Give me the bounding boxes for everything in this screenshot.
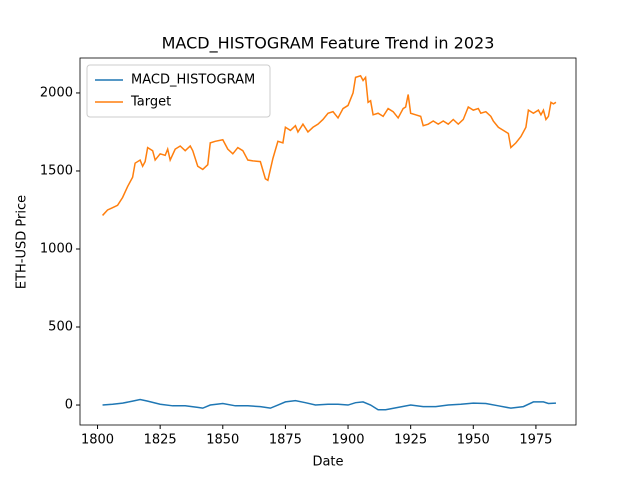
x-tick-label: 1800 [81, 433, 114, 448]
series-line [102, 398, 556, 411]
y-tick-label: 1500 [40, 163, 73, 178]
x-tick-label: 1850 [206, 433, 239, 448]
chart-title: MACD_HISTOGRAM Feature Trend in 2023 [162, 34, 495, 54]
legend-label: MACD_HISTOGRAM [131, 73, 255, 88]
legend-box [86, 64, 271, 118]
legend-label: Target [130, 95, 171, 110]
x-tick-label: 1975 [519, 433, 552, 448]
y-tick-label: 2000 [40, 85, 73, 100]
y-tick-label: 500 [48, 320, 73, 335]
y-tick-label: 1000 [40, 241, 73, 256]
x-tick-label: 1925 [394, 433, 427, 448]
x-tick-label: 1950 [457, 433, 490, 448]
series-line [101, 74, 557, 216]
y-tick-label: 0 [65, 398, 73, 413]
x-tick-label: 1875 [269, 433, 302, 448]
x-tick-label: 1825 [144, 433, 177, 448]
x-tick-label: 1900 [331, 433, 364, 448]
y-axis-label: ETH-USD Price [15, 195, 30, 289]
x-axis-label: Date [312, 455, 343, 470]
plot-frame [79, 57, 577, 426]
